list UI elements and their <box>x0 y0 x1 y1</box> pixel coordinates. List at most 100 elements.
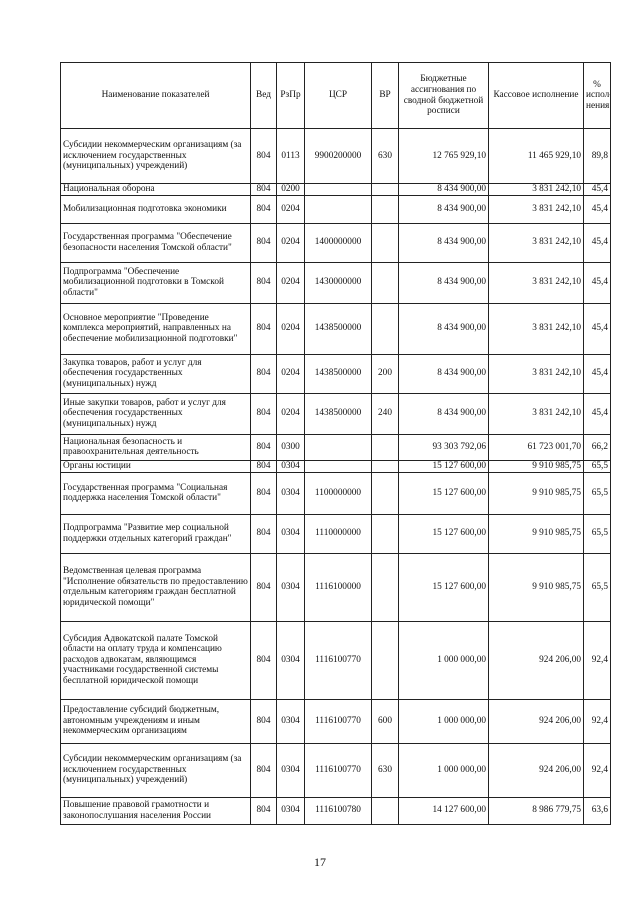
cell-ved: 804 <box>250 302 277 355</box>
cell-name: Ведомственная целевая программа "Исполне… <box>60 552 251 622</box>
cell-cash: 3 831 242,10 <box>488 302 584 355</box>
table-row: Повышение правовой грамотности и законоп… <box>60 796 611 825</box>
cell-cash: 9 910 985,75 <box>488 459 584 473</box>
cell-vr <box>371 194 399 224</box>
table-row: Подпрограмма "Развитие мер социальной по… <box>60 513 611 554</box>
cell-name: Субсидии некоммерческим организациям (за… <box>60 128 251 184</box>
cell-csr <box>304 183 372 196</box>
table-row: Государственная программа "Социальная по… <box>60 471 611 515</box>
cell-pct: 45,4 <box>583 183 611 196</box>
cell-name: Подпрограмма "Развитие мер социальной по… <box>60 513 251 554</box>
cell-budget: 8 434 900,00 <box>398 392 489 435</box>
cell-name: Национальная безопасность и правоохранит… <box>60 433 251 461</box>
cell-budget: 8 434 900,00 <box>398 183 489 196</box>
cell-rzpr: 0204 <box>276 222 305 263</box>
cell-rzpr: 0200 <box>276 183 305 196</box>
cell-pct: 45,4 <box>583 194 611 224</box>
table-row: Основное мероприятие "Проведение комплек… <box>60 302 611 355</box>
cell-name: Субсидии некоммерческим организациям (за… <box>60 742 251 798</box>
cell-ved: 804 <box>250 222 277 263</box>
cell-cash: 9 910 985,75 <box>488 513 584 554</box>
cell-csr: 1438500000 <box>304 392 372 435</box>
cell-rzpr: 0304 <box>276 742 305 798</box>
cell-csr: 1116100770 <box>304 698 372 744</box>
cell-vr: 200 <box>371 353 399 394</box>
cell-rzpr: 0304 <box>276 620 305 700</box>
cell-budget: 12 765 929,10 <box>398 128 489 184</box>
cell-rzpr: 0304 <box>276 513 305 554</box>
cell-csr: 1116100770 <box>304 742 372 798</box>
cell-budget: 8 434 900,00 <box>398 194 489 224</box>
cell-ved: 804 <box>250 433 277 461</box>
header-ved: Вед <box>250 62 277 129</box>
cell-vr <box>371 471 399 515</box>
table-row: Национальная оборона 804 0200 8 434 900,00 3… <box>60 183 611 196</box>
cell-cash: 3 831 242,10 <box>488 261 584 304</box>
cell-budget: 15 127 600,00 <box>398 459 489 473</box>
cell-csr: 1116100000 <box>304 552 372 622</box>
table-row: Субсидии некоммерческим организациям (за… <box>60 128 611 184</box>
cell-budget: 8 434 900,00 <box>398 261 489 304</box>
cell-cash: 61 723 001,70 <box>488 433 584 461</box>
cell-cash: 8 986 779,75 <box>488 796 584 825</box>
cell-ved: 804 <box>250 513 277 554</box>
cell-rzpr: 0204 <box>276 353 305 394</box>
cell-vr <box>371 222 399 263</box>
cell-budget: 8 434 900,00 <box>398 302 489 355</box>
cell-rzpr: 0113 <box>276 128 305 184</box>
cell-cash: 924 206,00 <box>488 620 584 700</box>
cell-pct: 92,4 <box>583 742 611 798</box>
cell-rzpr: 0204 <box>276 261 305 304</box>
table-row: Подпрограмма "Обеспечение мобилизационно… <box>60 261 611 304</box>
cell-rzpr: 0304 <box>276 471 305 515</box>
cell-pct: 65,5 <box>583 552 611 622</box>
cell-name: Мобилизационная подготовка экономики <box>60 194 251 224</box>
cell-budget: 8 434 900,00 <box>398 353 489 394</box>
cell-vr <box>371 302 399 355</box>
cell-pct: 65,5 <box>583 471 611 515</box>
cell-ved: 804 <box>250 194 277 224</box>
table-row: Предоставление субсидий бюджетным, автон… <box>60 698 611 744</box>
table-row: Государственная программа "Обеспечение б… <box>60 222 611 263</box>
cell-name: Субсидия Адвокатской палате Томской обла… <box>60 620 251 700</box>
cell-vr <box>371 261 399 304</box>
header-name: Наименование показателей <box>60 62 251 129</box>
cell-vr <box>371 183 399 196</box>
cell-cash: 924 206,00 <box>488 698 584 744</box>
cell-cash: 3 831 242,10 <box>488 353 584 394</box>
cell-pct: 89,8 <box>583 128 611 184</box>
budget-table: Наименование показателей Вед РзПр ЦСР ВР… <box>60 62 611 825</box>
cell-csr: 1438500000 <box>304 302 372 355</box>
cell-pct: 45,4 <box>583 353 611 394</box>
cell-pct: 45,4 <box>583 222 611 263</box>
cell-pct: 66,2 <box>583 433 611 461</box>
cell-ved: 804 <box>250 471 277 515</box>
header-csr: ЦСР <box>304 62 372 129</box>
table-row: Ведомственная целевая программа "Исполне… <box>60 552 611 622</box>
cell-cash: 3 831 242,10 <box>488 183 584 196</box>
cell-csr: 1430000000 <box>304 261 372 304</box>
cell-vr <box>371 433 399 461</box>
cell-csr <box>304 194 372 224</box>
cell-csr: 1100000000 <box>304 471 372 515</box>
cell-name: Подпрограмма "Обеспечение мобилизационно… <box>60 261 251 304</box>
cell-rzpr: 0304 <box>276 698 305 744</box>
cell-rzpr: 0300 <box>276 433 305 461</box>
cell-budget: 15 127 600,00 <box>398 513 489 554</box>
table-row: Субсидии некоммерческим организациям (за… <box>60 742 611 798</box>
cell-budget: 14 127 600,00 <box>398 796 489 825</box>
cell-vr <box>371 513 399 554</box>
cell-ved: 804 <box>250 796 277 825</box>
cell-budget: 8 434 900,00 <box>398 222 489 263</box>
cell-csr <box>304 433 372 461</box>
cell-ved: 804 <box>250 128 277 184</box>
cell-ved: 804 <box>250 261 277 304</box>
cell-rzpr: 0204 <box>276 194 305 224</box>
cell-vr <box>371 459 399 473</box>
table-row: Национальная безопасность и правоохранит… <box>60 433 611 461</box>
cell-pct: 45,4 <box>583 261 611 304</box>
cell-name: Органы юстиции <box>60 459 251 473</box>
cell-pct: 63,6 <box>583 796 611 825</box>
header-budget: Бюджетные ассигнования по сводной бюджет… <box>398 62 489 129</box>
cell-name: Закупка товаров, работ и услуг для обесп… <box>60 353 251 394</box>
